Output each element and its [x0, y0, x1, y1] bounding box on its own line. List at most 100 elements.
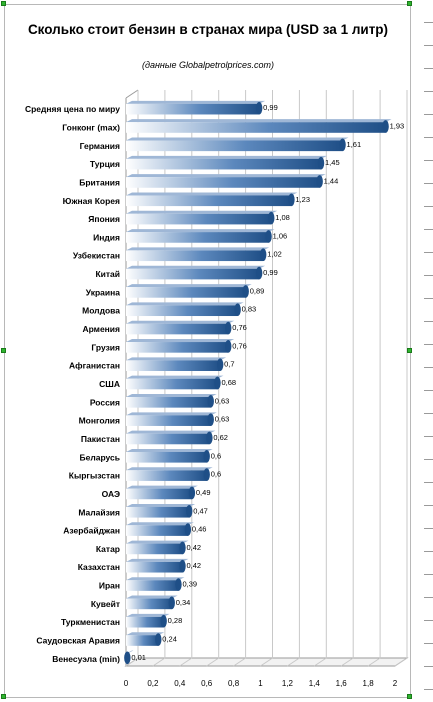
data-label: 0,63: [215, 415, 230, 424]
data-label: 0,83: [242, 305, 257, 314]
x-tick-label: 1,8: [363, 679, 375, 688]
bar-top-face: [126, 265, 266, 269]
category-label: Саудовская Аравия: [36, 636, 120, 646]
data-label: 0,63: [215, 396, 230, 405]
bar-end-cap: [216, 358, 224, 371]
bar: [126, 158, 322, 170]
bar: [126, 268, 260, 280]
category-label: Монголия: [79, 416, 120, 426]
sheet-edge: [424, 0, 433, 702]
x-tick-label: 1,4: [309, 679, 321, 688]
bar-top-face: [126, 375, 224, 379]
x-tick-label: 2: [393, 679, 398, 688]
data-label: 0,76: [232, 323, 247, 332]
bar-end-cap: [184, 523, 192, 536]
bar: [126, 415, 211, 426]
category-label: Гонконг (max): [62, 122, 120, 132]
category-label: Азербайджан: [63, 526, 120, 536]
resize-handle-top-left[interactable]: [1, 1, 6, 6]
bar: [126, 635, 159, 646]
bar: [126, 305, 238, 317]
x-tick-label: 0,6: [201, 679, 213, 688]
bar-top-face: [126, 247, 270, 251]
bar-end-cap: [255, 266, 263, 280]
data-label: 1,23: [295, 195, 310, 204]
bar-top-face: [126, 412, 217, 416]
data-label: 0,42: [186, 543, 201, 552]
bar: [126, 561, 183, 573]
data-label: 0,62: [213, 433, 228, 442]
grid-floor-line: [314, 657, 327, 667]
bar-top-face: [126, 558, 189, 562]
data-label: 0,28: [168, 616, 183, 625]
category-label: Кыргызстан: [69, 471, 120, 481]
bar-top-face: [126, 284, 252, 288]
bar-end-cap: [288, 193, 295, 207]
bar-end-cap: [160, 614, 167, 628]
grid-floor-line: [179, 657, 193, 667]
category-label: Молдова: [82, 306, 120, 316]
x-tick-label: 0: [124, 679, 129, 688]
resize-handle-top-right[interactable]: [407, 1, 412, 6]
bar-top-face: [126, 192, 298, 196]
bar-end-cap: [259, 248, 267, 262]
bar: [126, 580, 179, 591]
category-label: Пакистан: [81, 434, 120, 444]
data-label: 1,08: [275, 213, 290, 222]
bar: [126, 323, 229, 335]
bar-end-cap: [265, 230, 272, 243]
resize-handle-bottom-right[interactable]: [407, 694, 412, 699]
data-label: 1,02: [267, 250, 282, 259]
bar: [126, 525, 188, 536]
category-label: Армения: [82, 324, 120, 334]
bar-top-face: [126, 577, 185, 581]
bar-top-face: [126, 320, 235, 324]
data-label: 1,44: [324, 176, 339, 185]
bar-top-face: [126, 302, 244, 306]
data-label: 0,76: [232, 341, 247, 350]
data-label: 0,49: [196, 488, 211, 497]
bar: [126, 488, 192, 500]
grid-floor-line: [394, 657, 408, 667]
bar-end-cap: [207, 413, 214, 426]
category-label: Россия: [90, 397, 120, 407]
bar-end-cap: [186, 504, 193, 518]
bar-top-face: [126, 632, 165, 636]
category-label: Афганистан: [69, 361, 120, 371]
data-label: 1,93: [390, 121, 405, 130]
category-label: Япония: [88, 214, 120, 224]
data-label: 0,7: [224, 360, 234, 369]
data-label: 1,06: [273, 231, 288, 240]
resize-handle-bottom-left[interactable]: [1, 694, 6, 699]
bar-top-face: [126, 155, 328, 159]
bar-top-face: [126, 467, 213, 471]
bar-top-face: [126, 174, 326, 178]
bar-top-face: [126, 595, 178, 599]
bar-end-cap: [179, 541, 186, 555]
data-label: 0,24: [162, 635, 177, 644]
chart-title: Сколько стоит бензин в странах мира (USD…: [27, 22, 389, 37]
bar-top-face: [126, 613, 170, 617]
grid-floor-line: [260, 657, 273, 667]
bar-top-face: [126, 339, 235, 343]
resize-handle-middle-left[interactable]: [1, 348, 6, 353]
category-label: Германия: [80, 141, 120, 151]
bar: [126, 360, 221, 371]
bar: [126, 122, 386, 133]
bar-end-cap: [234, 303, 241, 317]
label-layer: 0 0,2 0,4 0,6 0,8 1 1,2 1,4 1,6 1,8 2 Средняя цена …: [25, 103, 404, 688]
data-label: 0,99: [263, 103, 278, 112]
x-tick-label: 0,8: [228, 679, 240, 688]
resize-handle-middle-right[interactable]: [407, 348, 412, 353]
category-label: Турция: [90, 159, 120, 169]
category-label: Украина: [86, 287, 120, 297]
data-label: 0,01: [131, 653, 146, 662]
data-label: 0,99: [263, 268, 278, 277]
bar: [126, 287, 246, 298]
data-label: 0,39: [182, 580, 197, 589]
grid-floor-line: [233, 657, 246, 667]
x-tick-label: 1,6: [336, 679, 348, 688]
x-tick-label: 1: [258, 679, 263, 688]
x-tick-label: 0,2: [147, 679, 159, 688]
bar-top-face: [126, 100, 266, 104]
